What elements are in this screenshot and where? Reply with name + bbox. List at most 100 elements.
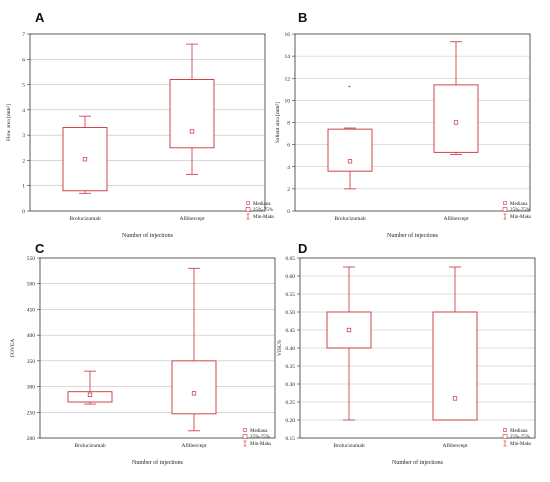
legend-label: Mediana bbox=[250, 429, 268, 434]
median-marker bbox=[191, 391, 197, 396]
legend-label: Min-Maks bbox=[253, 215, 274, 220]
category-label: Brolucizumab bbox=[333, 443, 364, 449]
box-aflibercept bbox=[433, 41, 479, 155]
legend-label: Min-Maks bbox=[510, 442, 531, 447]
y-tick-label: 200 bbox=[27, 436, 36, 442]
iqr-box bbox=[432, 311, 478, 421]
x-axis-label: Number of injections bbox=[122, 232, 174, 239]
y-tick-label: 5 bbox=[22, 83, 25, 89]
panel-b: B 0 2 4 6 8 10 12 14 16 Salient area [mm²] * Broluci… bbox=[275, 10, 531, 239]
iqr-box bbox=[433, 84, 479, 153]
y-tick-label: 0.40 bbox=[285, 346, 295, 352]
box-brolucizumab bbox=[326, 266, 372, 421]
outlier-marker: * bbox=[348, 85, 351, 91]
legend-box-icon bbox=[502, 207, 508, 212]
y-axis-label: Flow area [mm²] bbox=[6, 104, 12, 141]
legend-median-icon bbox=[243, 428, 247, 432]
y-tick-label: 550 bbox=[27, 256, 36, 262]
y-tick-label: 450 bbox=[27, 307, 36, 313]
legend-box-icon bbox=[245, 207, 251, 212]
y-tick-label: 2 bbox=[287, 187, 290, 193]
y-tick-label: 300 bbox=[27, 385, 36, 391]
plot-frame bbox=[29, 33, 266, 212]
plot-area bbox=[40, 258, 275, 438]
y-tick-label: 6 bbox=[22, 57, 25, 63]
y-tick-label: 0.65 bbox=[285, 256, 295, 262]
y-tick-label: 10 bbox=[285, 98, 291, 104]
x-axis-label: Number of injections bbox=[392, 459, 444, 466]
category-label: Aflibercept bbox=[442, 442, 468, 449]
box-brolucizumab: * bbox=[327, 85, 373, 190]
y-tick-label: 0.55 bbox=[285, 292, 295, 298]
legend-median-icon bbox=[503, 428, 507, 432]
legend-label: Mediana bbox=[510, 429, 528, 434]
iqr-box bbox=[171, 360, 217, 415]
legend-label: 25%-75% bbox=[253, 208, 273, 213]
y-tick-label: 400 bbox=[27, 333, 36, 339]
category-label: Brolucizumab bbox=[69, 216, 100, 222]
x-axis-label: Number of injections bbox=[132, 459, 184, 466]
y-tick-label: 0.25 bbox=[285, 400, 295, 406]
iqr-box bbox=[169, 79, 215, 149]
panel-letter: A bbox=[35, 10, 45, 25]
legend-label: Min-Maks bbox=[250, 442, 271, 447]
iqr-box bbox=[327, 128, 373, 172]
y-tick-label: 4 bbox=[22, 108, 25, 114]
y-tick-label: 1 bbox=[22, 184, 25, 190]
y-tick-label: 16 bbox=[285, 32, 291, 38]
legend-median-icon bbox=[246, 201, 250, 205]
legend-label: 25%-75% bbox=[510, 208, 530, 213]
box-aflibercept bbox=[432, 266, 478, 421]
plot-frame bbox=[299, 257, 536, 439]
box-brolucizumab bbox=[62, 115, 108, 194]
y-axis-label: FOVEA bbox=[10, 339, 16, 357]
plot-frame bbox=[294, 33, 531, 212]
median-marker bbox=[82, 157, 88, 162]
median-marker bbox=[189, 129, 195, 134]
y-tick-label: 0.60 bbox=[285, 274, 295, 280]
y-tick-label: 500 bbox=[27, 282, 36, 288]
category-label: Aflibercept bbox=[179, 215, 205, 222]
y-tick-label: 0.35 bbox=[285, 364, 295, 370]
y-tick-label: 350 bbox=[27, 359, 36, 365]
box-brolucizumab bbox=[67, 370, 113, 405]
y-tick-label: 7 bbox=[22, 32, 25, 38]
category-label: Aflibercept bbox=[443, 215, 469, 222]
panel-letter: B bbox=[298, 10, 307, 25]
median-marker bbox=[87, 392, 93, 397]
median-marker bbox=[346, 327, 352, 333]
category-label: Brolucizumab bbox=[334, 216, 365, 222]
y-tick-label: 0.20 bbox=[285, 418, 295, 424]
plot-frame bbox=[39, 257, 276, 439]
y-tick-label: 250 bbox=[27, 410, 36, 416]
legend-label: Mediana bbox=[510, 202, 528, 207]
y-tick-label: 4 bbox=[287, 165, 290, 171]
y-tick-label: 8 bbox=[287, 121, 290, 127]
panel-letter: D bbox=[298, 241, 307, 256]
legend-label: Mediana bbox=[253, 202, 271, 207]
y-tick-label: 6 bbox=[287, 143, 290, 149]
legend-label: 25%-75% bbox=[510, 435, 530, 440]
panel-d: D 0.15 0.20 0.25 0.30 0.35 0.40 0.45 0.50 0.55 0.6… bbox=[277, 241, 536, 466]
y-tick-label: 3 bbox=[22, 133, 25, 139]
legend-label: Min-Maks bbox=[510, 215, 531, 220]
y-tick-label: 2 bbox=[22, 158, 25, 164]
y-tick-label: 0.30 bbox=[285, 382, 295, 388]
y-tick-label: 12 bbox=[285, 76, 291, 82]
panel-c: C 200 250 300 350 400 450 500 550 FOVEA Brolucizum… bbox=[10, 241, 276, 466]
legend-box-icon bbox=[502, 434, 508, 439]
y-tick-label: 14 bbox=[285, 54, 291, 60]
legend-label: 25%-75% bbox=[250, 435, 270, 440]
median-marker bbox=[453, 120, 459, 125]
y-tick-label: 0 bbox=[22, 209, 25, 215]
category-label: Brolucizumab bbox=[74, 443, 105, 449]
x-axis-label: Number of injections bbox=[387, 232, 439, 239]
y-tick-label: 0.15 bbox=[285, 436, 295, 442]
y-tick-label: 0.50 bbox=[285, 310, 295, 316]
median-marker bbox=[452, 396, 458, 401]
